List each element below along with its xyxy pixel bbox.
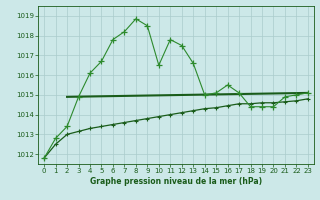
X-axis label: Graphe pression niveau de la mer (hPa): Graphe pression niveau de la mer (hPa) bbox=[90, 177, 262, 186]
